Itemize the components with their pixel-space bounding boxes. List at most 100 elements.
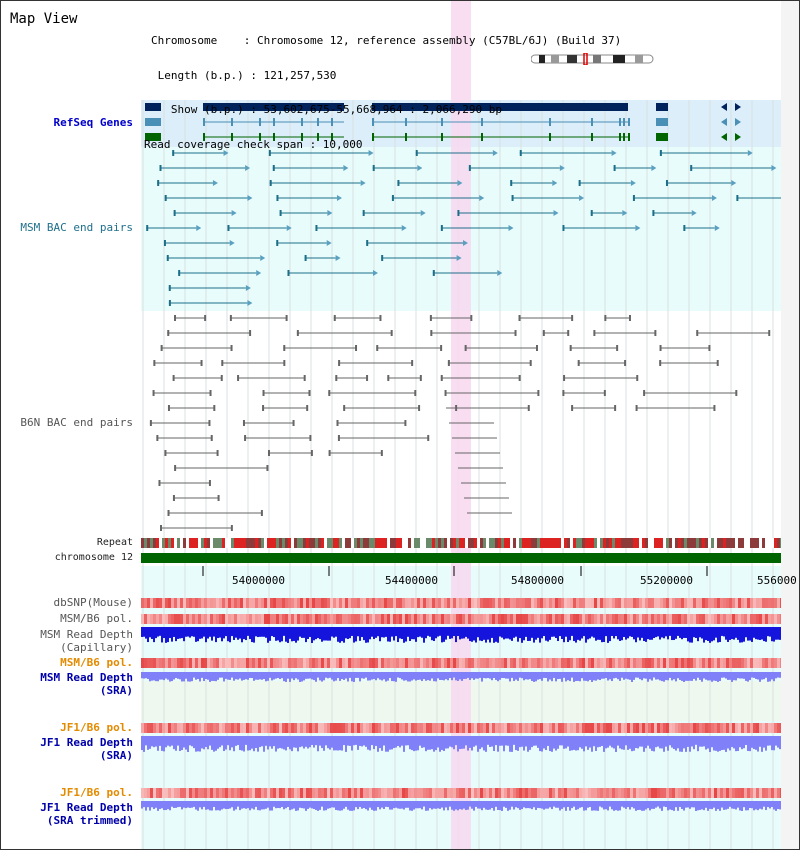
snp-heat-cell	[594, 658, 597, 668]
read-depth-bar	[585, 801, 587, 811]
snp-heat-cell	[474, 658, 477, 668]
read-depth-bar	[141, 627, 143, 637]
snp-heat-cell	[564, 723, 567, 733]
read-depth-bar	[209, 627, 211, 637]
read-depth-bar	[503, 672, 505, 679]
read-depth-bar	[317, 627, 319, 639]
snp-heat-cell	[240, 658, 243, 668]
snp-heat-cell	[726, 614, 729, 624]
snp-heat-cell	[213, 788, 216, 798]
snp-heat-cell	[495, 598, 498, 608]
snp-heat-cell	[600, 723, 603, 733]
read-depth-bar	[163, 736, 165, 752]
read-depth-bar	[731, 736, 733, 748]
read-depth-bar	[201, 736, 203, 749]
snp-heat-cell	[423, 658, 426, 668]
snp-heat-cell	[576, 658, 579, 668]
msm-bac-end	[269, 180, 272, 186]
track-label-refseq-genes[interactable]: RefSeq Genes	[53, 116, 133, 129]
read-depth-bar	[597, 801, 599, 811]
read-depth-bar	[683, 672, 685, 682]
track-label-msm-b6-pol-1[interactable]: MSM/B6 pol.	[60, 612, 133, 625]
read-depth-bar	[539, 736, 541, 752]
read-depth-bar	[621, 736, 623, 750]
read-depth-bar	[209, 672, 211, 682]
snp-heat-cell	[324, 723, 327, 733]
track-label-jf1-depth-sra[interactable]: JF1 Read Depth	[40, 736, 133, 749]
snp-heat-cell	[777, 614, 780, 624]
b6n-bac-end	[419, 375, 422, 381]
snp-heat-cell	[381, 598, 384, 608]
read-depth-bar	[221, 627, 223, 642]
track-label-jf1-depth-trim[interactable]: JF1 Read Depth	[40, 801, 133, 814]
snp-heat-cell	[594, 723, 597, 733]
track-label-b6n-bac[interactable]: B6N BAC end pairs	[20, 416, 133, 429]
snp-heat-cell	[501, 723, 504, 733]
msm-bac-end	[231, 210, 237, 216]
read-depth-bar	[349, 627, 351, 639]
read-depth-bar	[401, 672, 403, 680]
snp-heat-cell	[561, 598, 564, 608]
read-depth-bar	[141, 672, 143, 679]
read-depth-bar	[753, 801, 755, 811]
msm-bac-end	[366, 240, 369, 246]
snp-heat-cell	[405, 658, 408, 668]
snp-heat-cell	[225, 723, 228, 733]
track-label-dbsnp[interactable]: dbSNP(Mouse)	[53, 596, 133, 609]
read-depth-bar	[223, 736, 225, 752]
read-depth-bar	[769, 672, 771, 682]
track-label-jf1-b6-pol-2[interactable]: JF1/B6 pol.	[60, 786, 133, 799]
repeat-segment	[756, 538, 759, 548]
read-depth-bar	[253, 736, 255, 752]
read-depth-bar	[341, 736, 343, 751]
track-label-jf1-b6-pol-1[interactable]: JF1/B6 pol.	[60, 721, 133, 734]
snp-heat-cell	[552, 788, 555, 798]
read-depth-bar	[371, 736, 373, 746]
msm-bac-end	[397, 180, 400, 186]
read-depth-bar	[631, 627, 633, 637]
read-depth-bar	[541, 672, 543, 681]
b6n-bac-end	[343, 405, 346, 411]
read-depth-bar	[647, 672, 649, 682]
read-depth-bar	[511, 736, 513, 752]
read-depth-bar	[249, 801, 251, 811]
track-label-msm-bac[interactable]: MSM BAC end pairs	[20, 221, 133, 234]
read-depth-bar	[405, 736, 407, 746]
repeat-segment	[351, 538, 354, 548]
read-depth-bar	[183, 627, 185, 642]
read-depth-bar	[707, 627, 709, 641]
chromosome-ideogram[interactable]	[531, 53, 655, 65]
read-depth-bar	[525, 801, 527, 809]
read-depth-bar	[673, 672, 675, 680]
snp-heat-cell	[276, 614, 279, 624]
read-depth-bar	[551, 672, 553, 682]
snp-heat-cell	[765, 614, 768, 624]
snp-heat-cell	[315, 788, 318, 798]
snp-heat-cell	[375, 598, 378, 608]
snp-heat-cell	[594, 598, 597, 608]
snp-heat-cell	[429, 598, 432, 608]
read-depth-bar	[367, 627, 369, 643]
gene-block	[656, 103, 668, 111]
repeat-segment	[144, 538, 147, 548]
snp-heat-cell	[291, 723, 294, 733]
info-chromosome: Chromosome : Chromosome 12, reference as…	[151, 34, 622, 47]
snp-heat-cell	[477, 658, 480, 668]
read-depth-bar	[629, 736, 631, 749]
track-label-msm-depth-sra[interactable]: MSM Read Depth	[40, 671, 133, 684]
read-depth-bar	[209, 801, 211, 811]
track-label-msm-b6-pol-2[interactable]: MSM/B6 pol.	[60, 656, 133, 669]
msm-bac-end	[463, 240, 469, 246]
track-label-msm-depth-cap[interactable]: MSM Read Depth	[40, 628, 133, 641]
snp-heat-cell	[168, 614, 171, 624]
snp-heat-cell	[702, 614, 705, 624]
snp-heat-cell	[363, 614, 366, 624]
snp-heat-cell	[621, 723, 624, 733]
read-depth-bar	[665, 736, 667, 747]
read-depth-bar	[145, 627, 147, 639]
read-depth-bar	[693, 672, 695, 679]
read-depth-bar	[371, 672, 373, 680]
read-depth-bar	[177, 672, 179, 679]
snp-heat-cell	[636, 723, 639, 733]
b6n-bac-end	[156, 435, 159, 441]
